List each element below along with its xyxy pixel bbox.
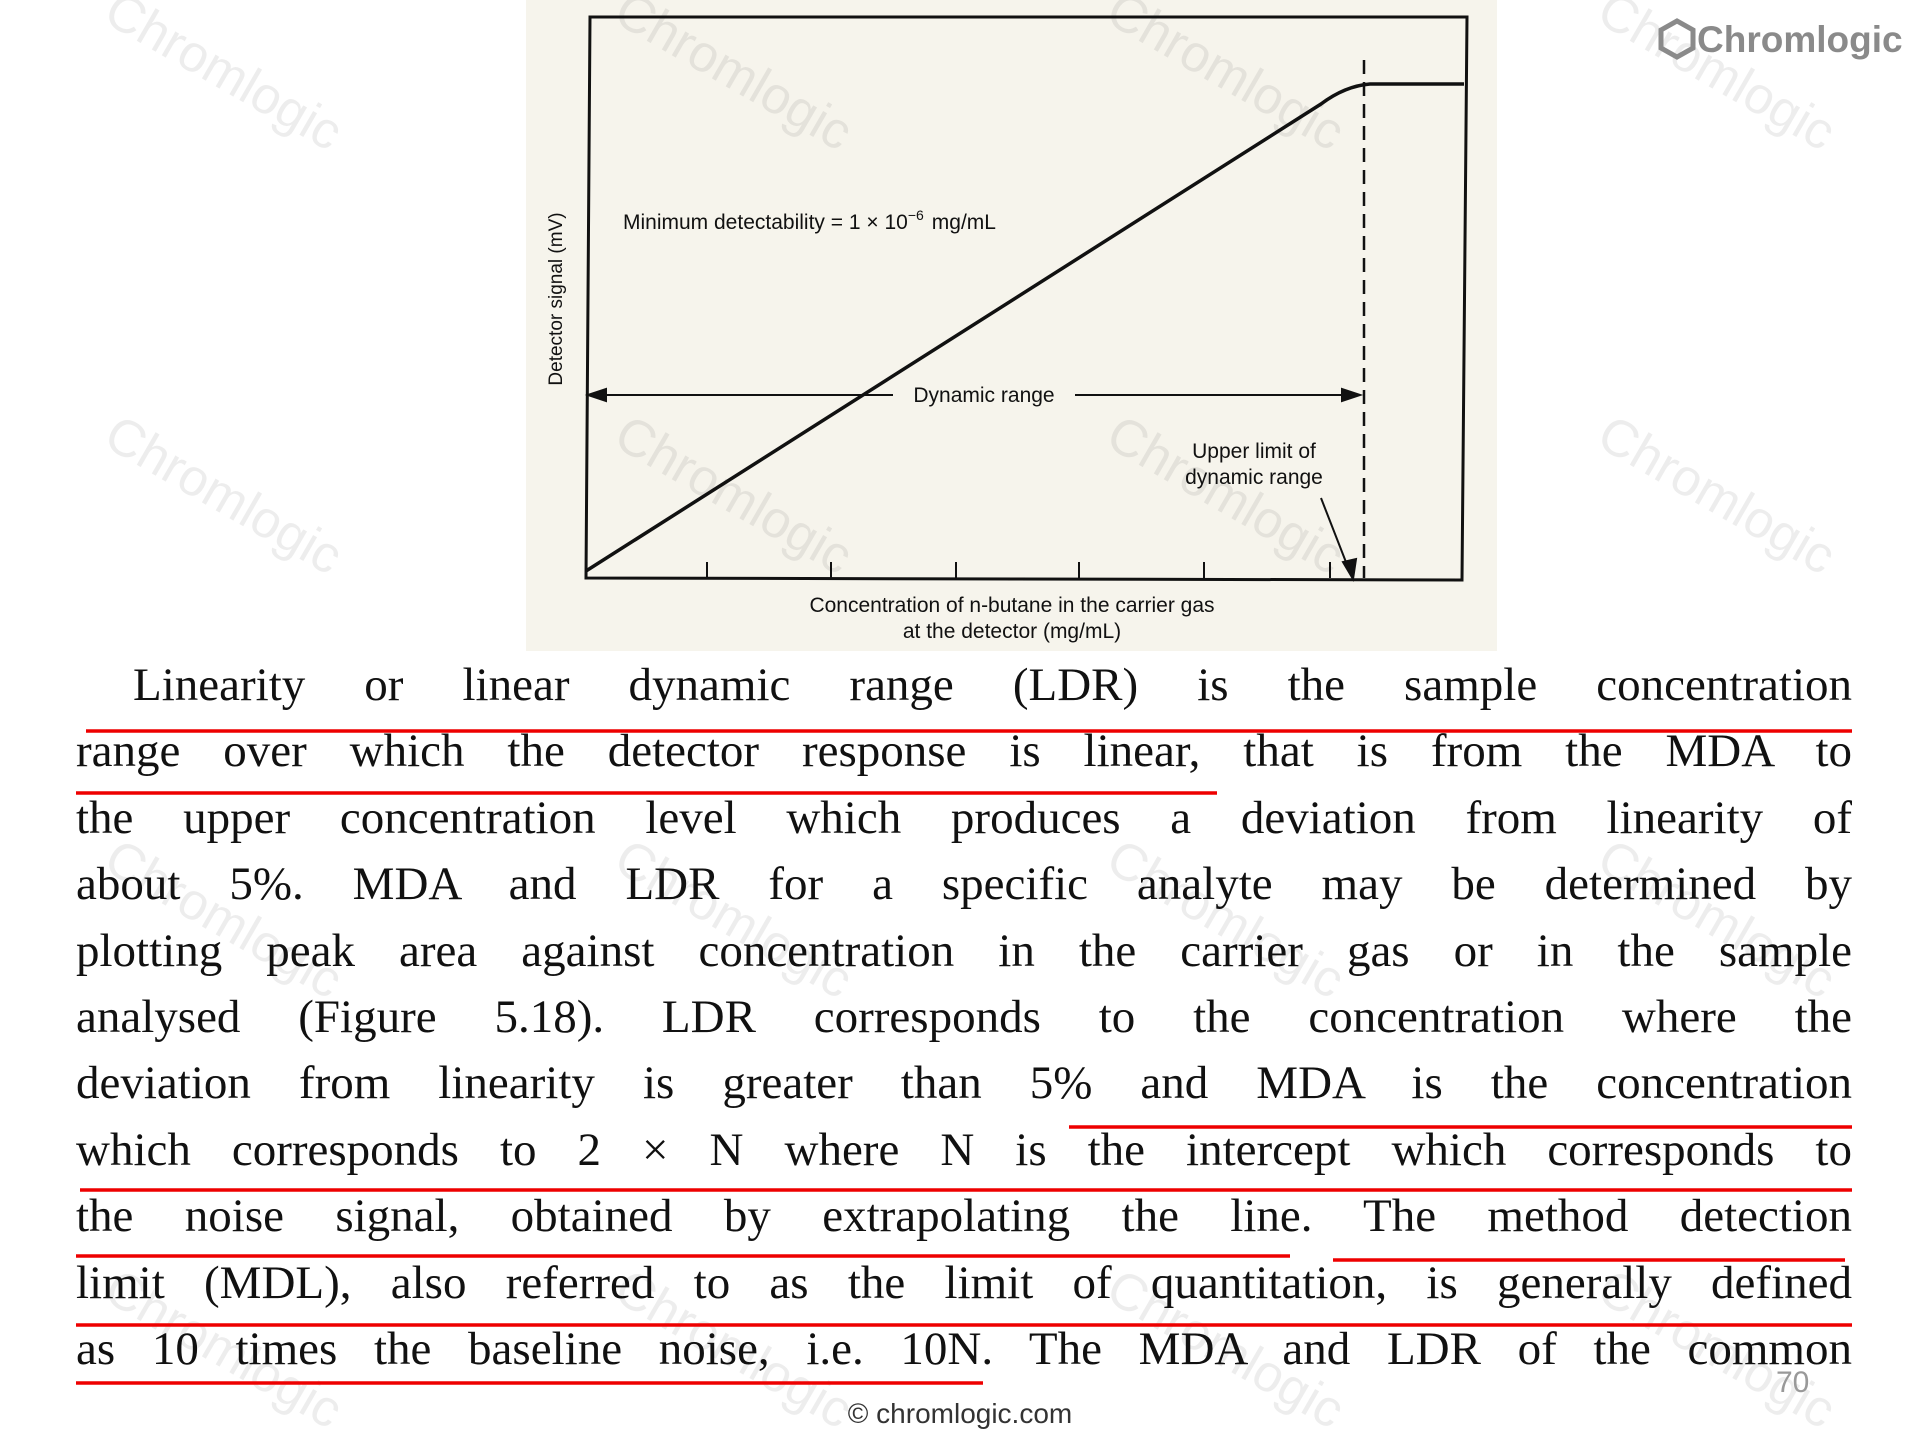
figure-background	[526, 0, 1497, 651]
annotation-exponent: −6	[908, 207, 924, 223]
annotation: Dynamic range	[913, 384, 1054, 407]
paragraph-line: analysed (Figure 5.18). LDR corresponds …	[76, 990, 1852, 1043]
paragraph-line: range over which the detector response i…	[76, 725, 1852, 778]
watermark: Chromlogic	[95, 404, 352, 586]
paragraph-line: deviation from linearity is greater than…	[76, 1057, 1852, 1110]
logo-text: Chromlogic	[1697, 19, 1903, 60]
paragraph-line: as 10 times the baseline noise, i.e. 10N…	[76, 1322, 1852, 1375]
paragraph-line: about 5%. MDA and LDR for a specific ana…	[76, 858, 1852, 911]
logo: Chromlogic	[1658, 18, 1903, 60]
footer: © chromlogic.com	[847, 1398, 1073, 1429]
plot-frame	[584, 15, 1469, 582]
paragraph-line: the upper concentration level which prod…	[76, 791, 1852, 844]
watermark: Chromlogic	[95, 0, 352, 162]
underlines	[76, 729, 1852, 1385]
annotation: Minimum detectability = 1 × 10−6 mg/mL	[623, 207, 996, 234]
page-number: 70	[1776, 1366, 1810, 1399]
paragraph-line: which corresponds to 2 × N where N is th…	[76, 1123, 1852, 1176]
paragraph-line: limit (MDL), also referred to as the lim…	[76, 1256, 1852, 1309]
watermark: Chromlogic	[1588, 404, 1845, 586]
paragraph: Linearity or linear dynamic range (LDR) …	[76, 652, 1852, 1382]
y-axis-label: Detector signal (mV)	[546, 212, 567, 385]
response-curve	[585, 82, 1464, 573]
annotation: Upper limit of	[1192, 440, 1316, 463]
paragraph-line: plotting peak area against concentration…	[76, 924, 1852, 977]
ticks	[706, 562, 1331, 578]
annotation-text: Minimum detectability = 1 × 10	[623, 211, 908, 234]
paragraph-line: the noise signal, obtained by extrapolat…	[76, 1190, 1852, 1243]
annotation-unit: mg/mL	[932, 211, 996, 234]
paragraph-line: Linearity or linear dynamic range (LDR) …	[133, 659, 1852, 711]
annotation: dynamic range	[1185, 466, 1323, 489]
x-axis-label: Concentration of n-butane in the carrier…	[809, 594, 1214, 617]
dynamic-range-arrow	[584, 387, 1364, 582]
x-axis-label: at the detector (mg/mL)	[903, 620, 1121, 643]
